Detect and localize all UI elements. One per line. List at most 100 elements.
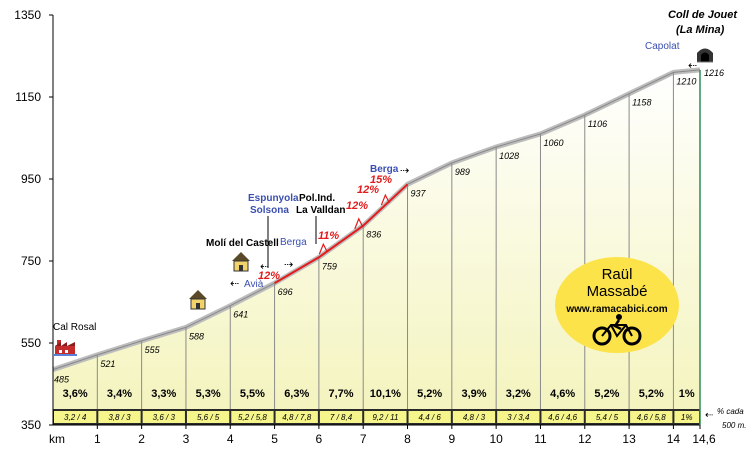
per-500m-label: 3,2 / 4: [64, 413, 87, 422]
place-solsona: Solsona: [250, 205, 289, 216]
elevation-label: 989: [455, 167, 470, 177]
per-500m-label: 4,4 / 6: [419, 413, 442, 422]
profile-area: [53, 69, 700, 410]
x-tick-label: 9: [448, 432, 455, 446]
summit-name-line2: (La Mina): [676, 24, 725, 36]
brand-name-line1: Raül: [602, 266, 633, 283]
gradient-label: 5,2%: [417, 388, 442, 400]
gradient-label: 3,6%: [63, 388, 88, 400]
gradient-label: 7,7%: [329, 388, 354, 400]
y-tick-label: 750: [21, 254, 41, 268]
per-500m-label: 3,8 / 3: [108, 413, 131, 422]
place-pol-ind: Pol.Ind.: [299, 193, 335, 204]
band-cell: [186, 411, 230, 423]
steep-ramp-label: 12%: [346, 200, 368, 212]
right-arrow-icon: ⇢: [400, 164, 409, 177]
steep-section-line: [274, 183, 409, 284]
per-500m-label: 3,6 / 3: [153, 413, 176, 422]
y-tick-label: 350: [21, 418, 41, 432]
band-dividers: [54, 411, 699, 423]
y-tick-label: 1150: [15, 90, 41, 104]
x-tick-label: 11: [534, 432, 547, 446]
x-tick-label: 14: [667, 432, 681, 446]
band-cell: [497, 411, 540, 423]
band-cell: [319, 411, 363, 423]
elevation-label: 1060: [543, 138, 563, 148]
place-moli-del-castell: Molí del Castell: [206, 238, 279, 249]
steep-ramp-label: 12%: [357, 184, 379, 196]
steep-ramp-labels: 12%11%12%12%15%: [258, 174, 392, 282]
bicycle-icon: [592, 314, 642, 346]
x-tick-label: 14,6: [692, 432, 716, 446]
elevation-label: 1210: [676, 76, 696, 86]
band-cell: [408, 411, 451, 423]
place-annotations: Cal Rosal Molí del Castell Avià ⇠ ⇠ Espu…: [53, 9, 746, 430]
per-500m-label: 5,4 / 5: [596, 413, 619, 422]
elevation-label: 588: [189, 331, 204, 341]
left-arrow-icon: ⇠: [705, 410, 714, 421]
elevation-label: 696: [278, 287, 293, 297]
band-cell: [142, 411, 185, 423]
band-cell: [54, 411, 97, 423]
steep-ramp-label: 15%: [370, 174, 392, 186]
per-500m-label: 5,2 / 5,8: [238, 413, 267, 422]
per-500m-label: 5,6 / 5: [197, 413, 220, 422]
gradient-label: 3,3%: [151, 388, 176, 400]
per-500m-label: 4,8 / 7,8: [282, 413, 311, 422]
x-tick-label: 12: [578, 432, 592, 446]
gradient-label: 3,4%: [107, 388, 132, 400]
per-500m-label: 3 / 3,4: [507, 413, 530, 422]
brand-badge-background: [555, 257, 679, 353]
band-cell: [674, 411, 699, 423]
note-per-500m-line1: % cada: [717, 407, 744, 416]
band-cell: [541, 411, 584, 423]
steep-ramp-label: 11%: [318, 230, 339, 242]
band-cell: [630, 411, 673, 423]
place-avia: Avià: [244, 279, 264, 290]
left-arrow-icon: ⇠: [230, 277, 239, 290]
steep-ramp-label: 12%: [258, 270, 280, 282]
x-axis-ticks: 1 2 3 4 5 6 7 8 9 10 11 12 13 14 14,6: [94, 425, 716, 446]
x-tick-label: 13: [622, 432, 636, 446]
summit-name-line1: Coll de Jouet: [668, 9, 738, 21]
band-cell: [364, 411, 407, 423]
place-capolat: Capolat: [645, 41, 680, 52]
steep-ramp-marker: [318, 242, 328, 255]
elevation-labels: 485 521 555 588 641 696 759 836 937 989 1028 1060 11…: [54, 68, 724, 385]
place-berga-2: Berga: [370, 164, 399, 175]
elevation-label: 521: [100, 359, 115, 369]
steep-section-lines: [274, 183, 409, 284]
left-arrow-icon: ⇠: [260, 260, 269, 273]
gradient-label: 10,1%: [370, 388, 401, 400]
x-tick-label: 7: [360, 432, 367, 446]
band-cell: [585, 411, 629, 423]
band-cell: [275, 411, 318, 423]
x-tick-label: 3: [183, 432, 190, 446]
right-arrow-icon: ⇢: [284, 258, 293, 271]
x-tick-label: 8: [404, 432, 411, 446]
gradient-label: 5,2%: [594, 388, 619, 400]
band-cell: [231, 411, 274, 423]
steep-ramp-marker: [354, 217, 364, 230]
gradient-labels: 3,6% 3,4% 3,3% 5,3% 5,5% 6,3% 7,7% 10,1% 5,2% 3,9…: [63, 388, 695, 400]
elevation-label: 1028: [499, 151, 519, 161]
band-cell: [98, 411, 141, 423]
place-la-valldan: La Valldan: [296, 205, 345, 216]
km-dividers: [96, 72, 674, 409]
per-500m-label: 4,6 / 4,6: [548, 413, 577, 422]
gradient-label: 5,3%: [196, 388, 221, 400]
elevation-label: 937: [411, 188, 427, 198]
brand-badge: Raül Massabé www.ramacabici.com: [555, 257, 679, 353]
x-tick-label: 5: [271, 432, 278, 446]
brand-url: www.ramacabici.com: [565, 304, 667, 315]
x-tick-label: 1: [94, 432, 101, 446]
per-500m-label: 4,6 / 5,8: [637, 413, 666, 422]
steep-ramp-marker: [380, 193, 390, 206]
band-cell: [452, 411, 496, 423]
gradient-label: 5,2%: [639, 388, 664, 400]
x-tick-label: 4: [227, 432, 234, 446]
y-tick-label: 950: [21, 172, 41, 186]
per-500m-label: 1%: [681, 413, 693, 422]
factory-icon: [53, 340, 77, 356]
